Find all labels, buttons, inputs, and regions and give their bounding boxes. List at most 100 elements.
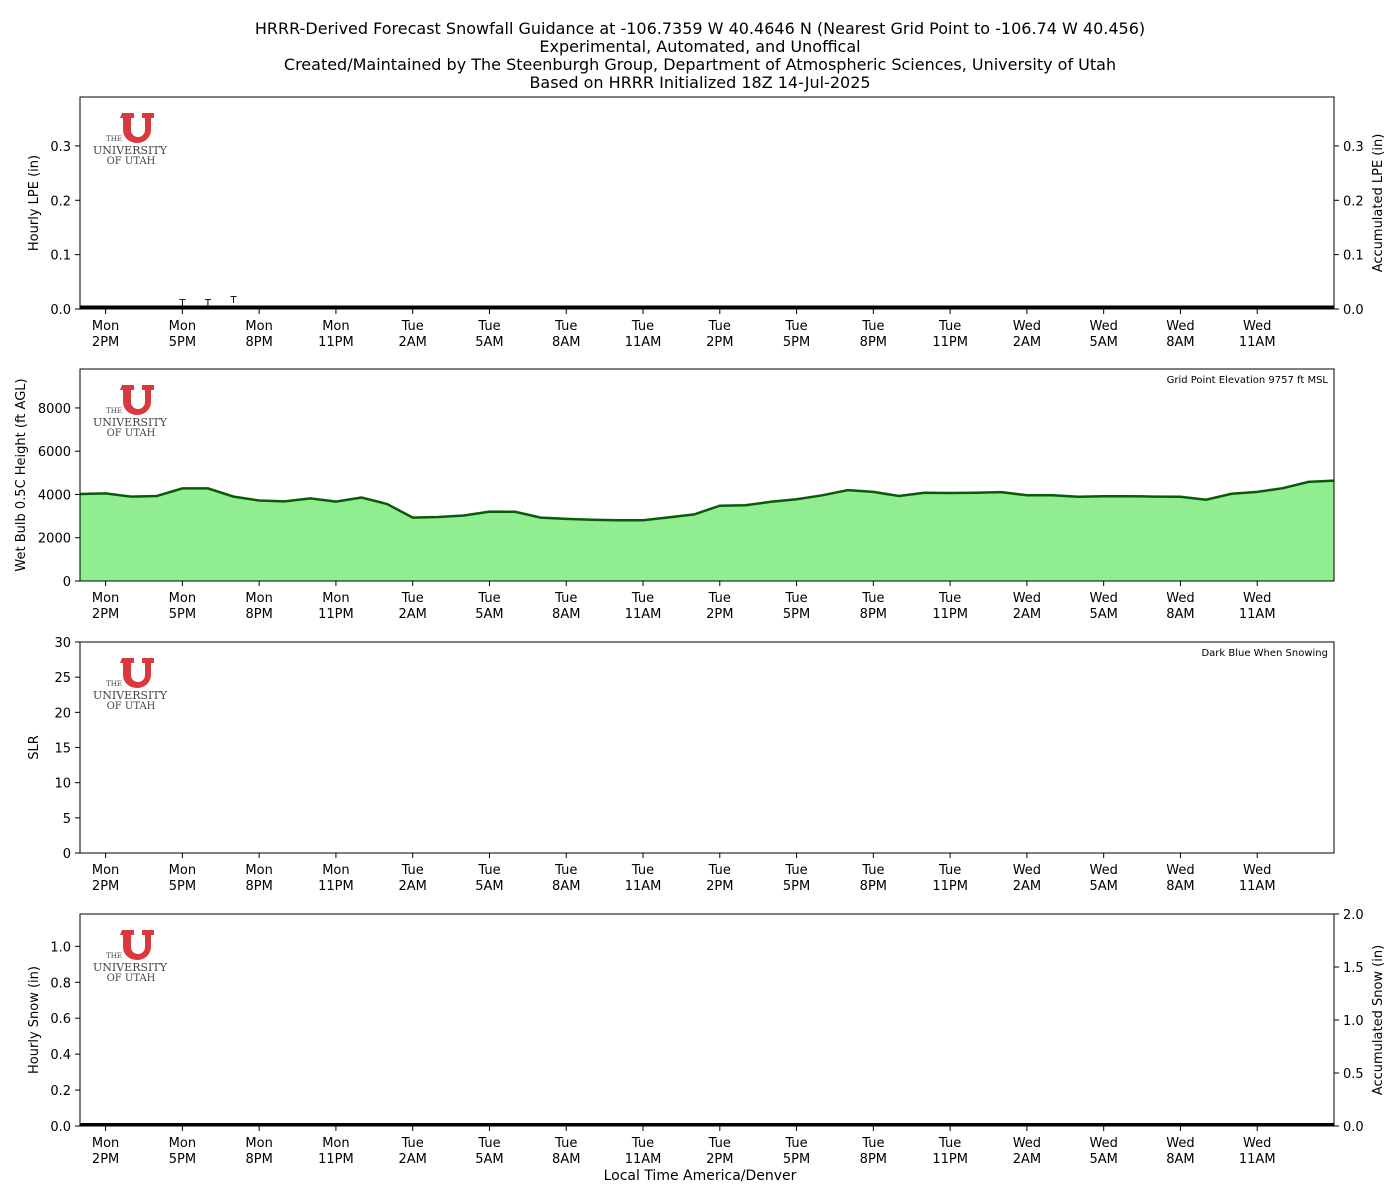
x-tick-label-time: 11AM bbox=[1239, 879, 1276, 894]
x-tick-label-time: 5PM bbox=[783, 607, 810, 622]
y-tick-label: 2000 bbox=[38, 532, 71, 547]
x-axis-label: Local Time America/Denver bbox=[603, 1168, 797, 1184]
panel-frame bbox=[79, 368, 1335, 582]
trace-label: T bbox=[204, 298, 212, 309]
x-tick-label-time: 2PM bbox=[92, 607, 119, 622]
title-line: Experimental, Automated, and Unoffical bbox=[539, 37, 861, 56]
x-tick-label-day: Tue bbox=[938, 591, 961, 606]
x-tick-label-time: 2AM bbox=[1013, 335, 1041, 350]
x-tick-label-day: Tue bbox=[938, 319, 961, 334]
x-tick-label-day: Tue bbox=[554, 591, 577, 606]
x-tick-label-time: 2AM bbox=[1013, 1152, 1041, 1167]
x-tick-label-time: 5AM bbox=[475, 879, 503, 894]
y-tick-label: 0.8 bbox=[50, 976, 71, 991]
y-tick-label: 0.1 bbox=[50, 249, 71, 264]
x-tick-label-time: 5AM bbox=[1089, 335, 1117, 350]
x-tick-label-day: Tue bbox=[631, 1136, 654, 1151]
x-tick-label-time: 2PM bbox=[706, 335, 733, 350]
x-tick-label-day: Tue bbox=[401, 319, 424, 334]
x-tick-label-day: Tue bbox=[554, 1136, 577, 1151]
x-tick-label-time: 2PM bbox=[706, 879, 733, 894]
x-tick-label-time: 11PM bbox=[932, 335, 968, 350]
y-tick-label-right: 0.5 bbox=[1343, 1067, 1364, 1082]
x-tick-label-time: 8AM bbox=[1166, 607, 1194, 622]
x-tick-label-time: 2AM bbox=[1013, 607, 1041, 622]
x-tick-label-time: 5AM bbox=[1089, 1152, 1117, 1167]
x-tick-label-time: 11AM bbox=[625, 607, 662, 622]
x-tick-label-time: 8AM bbox=[552, 607, 580, 622]
y-axis-label: SLR bbox=[27, 735, 42, 760]
x-tick-label-day: Tue bbox=[784, 591, 807, 606]
x-tick-label-time: 5PM bbox=[169, 879, 196, 894]
y-tick-label: 10 bbox=[54, 777, 71, 792]
x-tick-label-day: Tue bbox=[938, 863, 961, 878]
x-tick-label-time: 8AM bbox=[552, 879, 580, 894]
panel-frame bbox=[79, 641, 1335, 854]
x-tick-label-time: 5PM bbox=[169, 607, 196, 622]
x-tick-label-time: 8AM bbox=[1166, 1152, 1194, 1167]
x-tick-label-day: Mon bbox=[92, 319, 119, 334]
x-tick-label-day: Tue bbox=[861, 1136, 884, 1151]
x-tick-label-time: 2PM bbox=[92, 1152, 119, 1167]
x-tick-label-day: Tue bbox=[477, 591, 500, 606]
y-axis-label: Wet Bulb 0.5C Height (ft AGL) bbox=[14, 378, 29, 571]
x-tick-label-time: 5PM bbox=[783, 879, 810, 894]
x-tick-label-time: 8PM bbox=[245, 607, 272, 622]
y-tick-label-right: 1.5 bbox=[1343, 961, 1364, 976]
x-tick-label-time: 8PM bbox=[860, 1152, 887, 1167]
x-tick-label-day: Tue bbox=[631, 863, 654, 878]
x-tick-label-day: Wed bbox=[1243, 1136, 1271, 1151]
x-tick-label-time: 11PM bbox=[932, 1152, 968, 1167]
x-tick-label-time: 5AM bbox=[1089, 879, 1117, 894]
logo-text: OF UTAH bbox=[107, 701, 156, 712]
x-tick-label-time: 11PM bbox=[932, 607, 968, 622]
x-tick-label-time: 11PM bbox=[318, 879, 354, 894]
x-tick-label-day: Mon bbox=[322, 319, 349, 334]
x-tick-label-time: 2AM bbox=[1013, 879, 1041, 894]
x-tick-label-time: 5PM bbox=[783, 1152, 810, 1167]
chart-panel-4: 0.0 0.2 0.4 0.6 0.8 1.0 0.0 0.5 1.0 1.5 2.0 Accumul… bbox=[27, 908, 1386, 1167]
x-tick-label-day: Tue bbox=[708, 1136, 731, 1151]
y-tick-label: 0.4 bbox=[50, 1048, 71, 1063]
x-tick-label-time: 11AM bbox=[625, 335, 662, 350]
panel-annotation: Grid Point Elevation 9757 ft MSL bbox=[1167, 375, 1329, 386]
x-tick-label-day: Mon bbox=[92, 863, 119, 878]
x-tick-label-time: 5PM bbox=[169, 335, 196, 350]
y-tick-label: 4000 bbox=[38, 488, 71, 503]
logo-text: UNIVERSITY bbox=[93, 689, 168, 702]
x-tick-label-day: Mon bbox=[169, 319, 196, 334]
y-tick-label-right: 0.3 bbox=[1343, 140, 1364, 155]
x-tick-label-day: Mon bbox=[245, 319, 272, 334]
x-tick-label-time: 8AM bbox=[552, 1152, 580, 1167]
x-tick-label-time: 2PM bbox=[706, 607, 733, 622]
x-tick-label-time: 2PM bbox=[92, 879, 119, 894]
y-tick-label: 6000 bbox=[38, 445, 71, 460]
x-tick-label-day: Wed bbox=[1166, 863, 1194, 878]
x-tick-label-day: Wed bbox=[1090, 319, 1118, 334]
x-tick-label-time: 8PM bbox=[860, 879, 887, 894]
x-tick-label-day: Wed bbox=[1090, 863, 1118, 878]
y-axis-label: Hourly LPE (in) bbox=[27, 155, 42, 251]
x-tick-label-time: 8AM bbox=[1166, 879, 1194, 894]
logo-text: OF UTAH bbox=[107, 156, 156, 167]
y-tick-label-right: 2.0 bbox=[1343, 908, 1364, 923]
y-tick-label: 5 bbox=[63, 812, 71, 827]
trace-label: T bbox=[229, 295, 237, 306]
logo-text: THE bbox=[106, 407, 122, 415]
x-tick-label-day: Tue bbox=[784, 1136, 807, 1151]
y-tick-label: 30 bbox=[54, 636, 71, 651]
y-tick-label: 0.3 bbox=[50, 140, 71, 155]
y-axis-label-right: Accumulated LPE (in) bbox=[1371, 134, 1386, 273]
x-tick-label-day: Wed bbox=[1090, 1136, 1118, 1151]
x-tick-label-time: 2AM bbox=[398, 335, 426, 350]
x-tick-label-day: Wed bbox=[1243, 591, 1271, 606]
y-tick-label: 0.0 bbox=[50, 1120, 71, 1135]
x-tick-label-time: 2AM bbox=[398, 607, 426, 622]
y-axis-label: Hourly Snow (in) bbox=[27, 966, 42, 1074]
x-tick-label-time: 11AM bbox=[1239, 607, 1276, 622]
x-tick-label-day: Tue bbox=[554, 319, 577, 334]
x-tick-label-day: Wed bbox=[1166, 1136, 1194, 1151]
logo-text: UNIVERSITY bbox=[93, 416, 168, 429]
x-tick-label-time: 5AM bbox=[1089, 607, 1117, 622]
